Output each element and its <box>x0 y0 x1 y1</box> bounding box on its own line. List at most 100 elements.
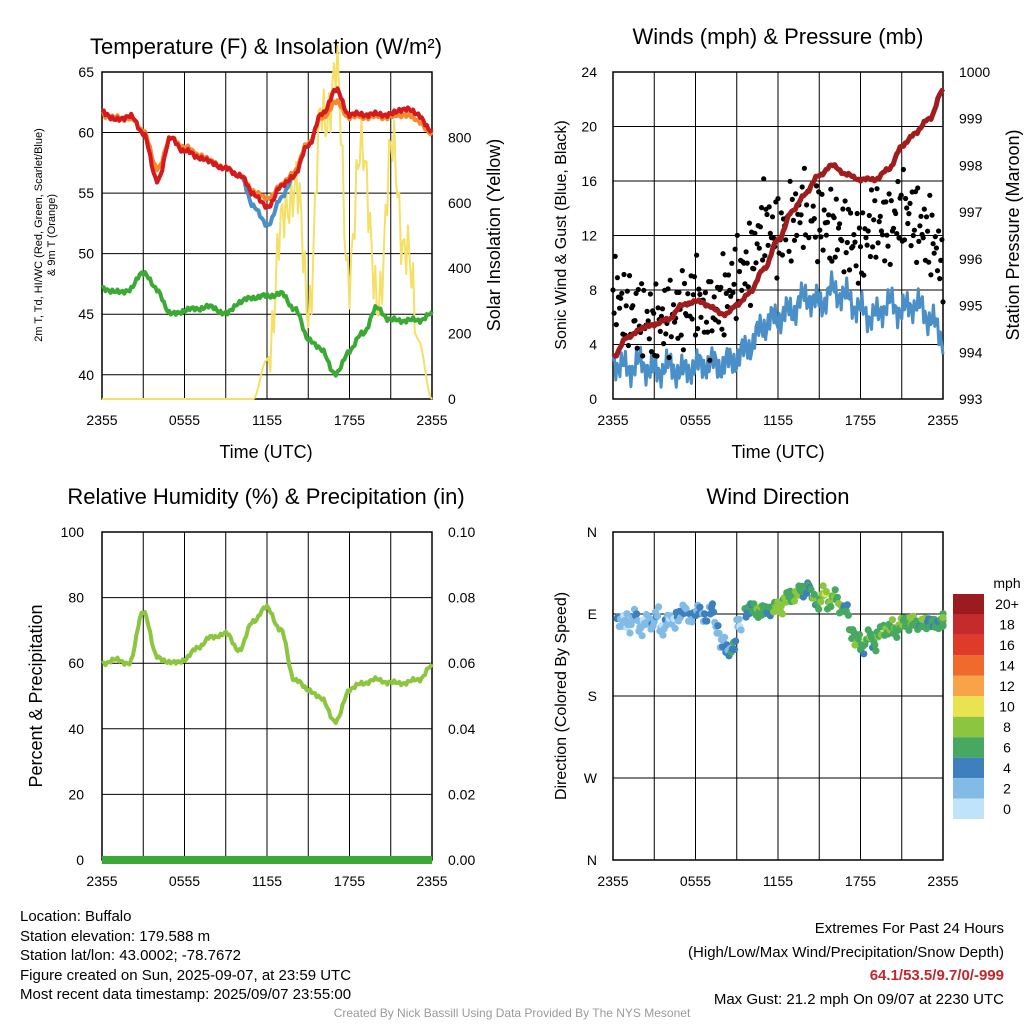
precip-ytick-label: 0.06 <box>448 655 475 671</box>
winds-series <box>610 87 946 389</box>
direction-point <box>831 586 839 594</box>
pressure-ytick-label: 994 <box>959 344 983 360</box>
temperature-xtick-label: 0555 <box>169 412 200 428</box>
gust-point <box>904 205 910 211</box>
gust-point <box>644 308 650 314</box>
gust-point <box>863 235 869 241</box>
gust-point <box>927 192 933 198</box>
gust-point <box>756 245 762 251</box>
gust-point <box>854 210 860 217</box>
pressure-ytick-label: 993 <box>959 391 983 407</box>
gust-point <box>734 232 740 238</box>
gust-point <box>933 245 940 251</box>
colorbar-label: 4 <box>1003 760 1011 776</box>
direction-point <box>778 610 787 618</box>
colorbar-label: 20+ <box>995 596 1019 612</box>
gust-point <box>632 318 638 324</box>
humidity-series <box>101 603 434 864</box>
gust-point <box>708 279 714 285</box>
gust-point <box>698 314 704 320</box>
direction-point <box>817 598 825 606</box>
temperature-ylabel-left-2: & 9m T (Orange) <box>46 194 58 276</box>
gust-point <box>788 258 794 264</box>
gust-point <box>648 349 655 355</box>
direction-point <box>872 647 880 655</box>
direction-grid <box>613 532 943 860</box>
temperature-ytick-label: 60 <box>78 125 94 141</box>
humidity-xtick-label: 1755 <box>334 873 365 889</box>
gust-point <box>893 210 899 217</box>
gust-point <box>651 310 657 316</box>
gust-point <box>716 319 722 325</box>
gust-point <box>787 178 793 184</box>
gust-point <box>760 257 766 263</box>
precip-ytick-label: 0.08 <box>448 590 475 606</box>
wind-ytick-label: 8 <box>589 282 597 298</box>
gust-point <box>612 253 618 259</box>
gust-point <box>689 316 695 322</box>
direction-point <box>721 633 729 641</box>
gust-point <box>733 315 739 322</box>
gust-point <box>613 322 619 328</box>
gust-point <box>633 290 639 296</box>
direction-point <box>688 618 696 626</box>
direction-point <box>844 611 853 619</box>
gust-point <box>882 258 888 264</box>
gust-point <box>852 239 858 245</box>
gust-point <box>610 287 616 293</box>
temperature-panel: Temperature (F) & Insolation (W/m²) 40 45… <box>33 34 504 462</box>
colorbar-label: 6 <box>1003 739 1011 755</box>
humidity-ylabel-left: Percent & Precipitation <box>26 604 46 787</box>
gust-point <box>791 237 798 243</box>
gust-point <box>903 195 909 202</box>
gust-point <box>866 212 872 219</box>
gust-point <box>619 290 625 296</box>
series-solar-line <box>102 44 433 400</box>
gust-point <box>841 269 847 275</box>
gust-point <box>818 234 824 240</box>
direction-point <box>843 601 851 609</box>
gust-point <box>694 252 700 258</box>
humidity-ytick-label: 20 <box>68 786 84 802</box>
humidity-xtick-label: 2355 <box>86 873 117 889</box>
gust-point <box>668 334 674 340</box>
direction-xtick-label: 2355 <box>927 873 958 889</box>
gust-point <box>857 244 864 250</box>
gust-point <box>725 272 732 278</box>
winds-ylabel-left: Sonic Wind & Gust (Blue, Black) <box>553 120 570 349</box>
direction-point <box>939 622 947 630</box>
gust-point <box>801 165 808 171</box>
precip-ytick-label: 0.04 <box>448 721 475 737</box>
gust-point <box>663 331 669 337</box>
direction-point <box>819 582 827 590</box>
max-gust-text: Max Gust: 21.2 mph On 09/07 at 2230 UTC <box>713 990 1004 1008</box>
gust-point <box>765 242 771 248</box>
gust-point <box>724 304 731 310</box>
gust-point <box>692 332 699 338</box>
gust-point <box>758 205 765 211</box>
gust-point <box>823 232 830 238</box>
direction-point <box>810 590 818 599</box>
humidity-ytick-label: 60 <box>68 655 84 671</box>
gust-point <box>886 191 892 197</box>
gust-point <box>804 202 810 208</box>
gust-point <box>731 281 737 287</box>
gust-point <box>639 281 645 287</box>
gust-point <box>931 250 937 256</box>
gust-point <box>685 291 691 297</box>
gust-point <box>655 305 661 311</box>
speed-colorbar: 20+ 18 16 14 12 10 8 6 4 2 0 <box>953 594 1019 819</box>
temperature-ticks: 40 45 50 55 60 65 0 200 400 600 800 2355 0555 1155 175… <box>78 64 471 428</box>
gust-point <box>645 318 651 324</box>
winds-xtick-label: 1755 <box>845 412 876 428</box>
gust-point <box>723 290 729 296</box>
colorbar-swatch <box>953 675 984 697</box>
gust-point <box>844 239 850 246</box>
direction-xtick-label: 0555 <box>680 873 711 889</box>
gust-point <box>641 287 647 293</box>
colorbar-unit: mph <box>993 575 1020 591</box>
gust-point <box>815 259 821 265</box>
direction-point <box>696 603 704 611</box>
direction-point <box>860 650 868 658</box>
